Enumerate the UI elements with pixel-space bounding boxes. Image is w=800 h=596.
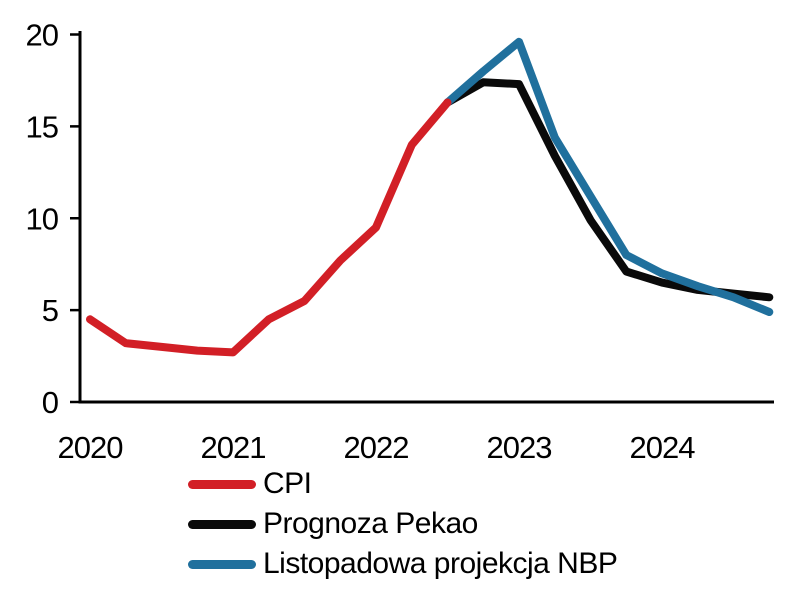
series-lines — [86, 37, 774, 357]
x-axis-labels: 2020 2021 2022 2023 2024 — [58, 430, 697, 465]
series-line-listopadowa-projekcja-nbp — [443, 37, 774, 316]
legend-label-listopadowa-projekcja-nbp: Listopadowa projekcja NBP — [263, 547, 618, 580]
legend-swatch-listopadowa-projekcja-nbp — [188, 559, 256, 569]
x-tick-label: 2021 — [201, 430, 266, 465]
series-line-cpi — [86, 98, 452, 357]
y-tick-label: 5 — [42, 293, 58, 328]
y-tick-label: 10 — [26, 201, 59, 236]
series-line-prognoza-pekao — [443, 78, 774, 302]
x-tick-label: 2023 — [487, 430, 552, 465]
legend-label-prognoza-pekao: Prognoza Pekao — [263, 507, 478, 540]
y-axis-labels: 0 5 10 15 20 — [26, 18, 60, 421]
y-tick-label: 20 — [26, 18, 59, 53]
legend-label-cpi: CPI — [263, 467, 312, 500]
legend-item-listopadowa-projekcja-nbp: Listopadowa projekcja NBP — [188, 544, 618, 584]
x-tick-label: 2022 — [344, 430, 409, 465]
x-tick-label: 2024 — [630, 430, 696, 465]
x-tick-label: 2020 — [58, 430, 124, 465]
legend-item-cpi: CPI — [188, 464, 617, 504]
legend: CPI Prognoza Pekao Listopadowa projekcja… — [188, 464, 618, 584]
legend-item-prognoza-pekao: Prognoza Pekao — [188, 504, 617, 544]
legend-swatch-cpi — [188, 479, 256, 489]
y-tick-label: 15 — [26, 109, 58, 144]
y-tick-label: 0 — [42, 385, 59, 420]
legend-swatch-prognoza-pekao — [188, 519, 256, 529]
